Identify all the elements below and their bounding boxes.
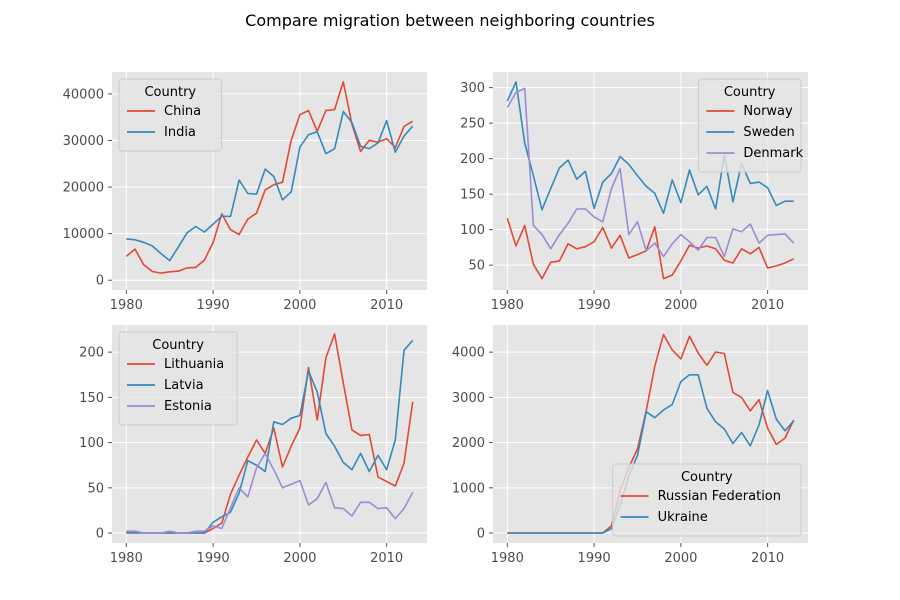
- y-tick-label: 300: [460, 81, 485, 96]
- chart-panel-2: 1980 1990 2000 2010 50 100 150 200 250 300 Country…: [460, 72, 808, 313]
- x-tick-label: 2000: [283, 551, 316, 566]
- y-tick-label: 150: [460, 188, 485, 203]
- x-tick-label: 1990: [578, 551, 611, 566]
- x-tick-label: 2010: [370, 298, 403, 313]
- series-line-latvia: [126, 339, 414, 534]
- legend: Country Norway Sweden Denmark: [697, 78, 804, 173]
- x-tick-label: 1980: [491, 298, 524, 313]
- chart-panel-4: 1980 1990 2000 2010 0 1000 2000 3000 4000 Country…: [452, 325, 808, 566]
- series-line-ukraine: [507, 373, 795, 534]
- legend-title: Country: [681, 470, 733, 485]
- y-tick-label: 10000: [63, 227, 104, 242]
- x-tick-label: 1980: [110, 298, 143, 313]
- legend-label: Norway: [743, 104, 793, 119]
- legend: Country Russian Federation Ukraine: [612, 463, 802, 537]
- x-tick-label: 1990: [578, 298, 611, 313]
- x-tick-label: 1980: [491, 551, 524, 566]
- y-tick-label: 20000: [63, 181, 104, 196]
- y-tick-label: 100: [460, 223, 485, 238]
- legend-label: Sweden: [743, 125, 794, 140]
- x-tick-label: 2000: [664, 298, 697, 313]
- legend-label: Denmark: [743, 146, 803, 161]
- legend-frame: [118, 331, 238, 426]
- legend-title: Country: [724, 85, 776, 100]
- chart-panel-1: 1980 1990 2000 2010 0 10000 20000 30000 40000 Cou…: [63, 72, 427, 313]
- y-tick-label: 200: [460, 152, 485, 167]
- y-tick-label: 0: [96, 527, 104, 542]
- figure-title: Compare migration between neighboring co…: [245, 11, 655, 30]
- y-tick-label: 1000: [452, 481, 485, 496]
- series-line-india: [126, 110, 414, 262]
- legend: Country China India: [118, 78, 223, 152]
- legend-frame: [118, 78, 223, 152]
- x-tick-label: 2010: [751, 298, 784, 313]
- y-tick-label: 150: [79, 391, 104, 406]
- y-tick-label: 50: [468, 259, 485, 274]
- y-tick-label: 100: [79, 436, 104, 451]
- legend-label: Lithuania: [164, 357, 224, 372]
- legend-frame: [697, 78, 802, 173]
- x-tick-label: 1990: [197, 298, 230, 313]
- series-line-china: [125, 81, 414, 274]
- y-tick-label: 0: [477, 527, 485, 542]
- legend-title: Country: [144, 85, 196, 100]
- y-tick-label: 200: [79, 346, 104, 361]
- series-line-estonia: [126, 452, 414, 534]
- legend-label: India: [164, 125, 196, 140]
- series-line-denmark: [506, 87, 795, 258]
- x-tick-label: 1990: [197, 551, 230, 566]
- y-tick-label: 4000: [452, 346, 485, 361]
- legend-label: Estonia: [164, 399, 212, 414]
- y-tick-label: 50: [87, 481, 104, 496]
- x-tick-label: 2000: [664, 551, 697, 566]
- y-tick-label: 2000: [452, 436, 485, 451]
- chart-panel-3: 1980 1990 2000 2010 0 50 100 150 200 Country Lithu…: [79, 325, 427, 566]
- series-line-norway: [506, 218, 795, 280]
- y-tick-label: 40000: [63, 87, 104, 102]
- legend-label: Russian Federation: [658, 489, 781, 504]
- y-tick-label: 250: [460, 117, 485, 132]
- x-tick-label: 1980: [110, 551, 143, 566]
- legend-label: China: [164, 104, 201, 119]
- y-tick-label: 30000: [63, 134, 104, 149]
- legend-title: Country: [152, 338, 204, 353]
- legend-frame: [612, 463, 802, 537]
- y-tick-label: 0: [96, 274, 104, 289]
- x-tick-label: 2000: [283, 298, 316, 313]
- legend-label: Ukraine: [658, 510, 708, 525]
- x-tick-label: 2010: [751, 551, 784, 566]
- y-tick-label: 3000: [452, 391, 485, 406]
- legend-label: Latvia: [164, 378, 204, 393]
- x-tick-label: 2010: [370, 551, 403, 566]
- legend: Country Lithuania Latvia Estonia: [118, 331, 238, 426]
- series-line-sweden: [506, 81, 794, 215]
